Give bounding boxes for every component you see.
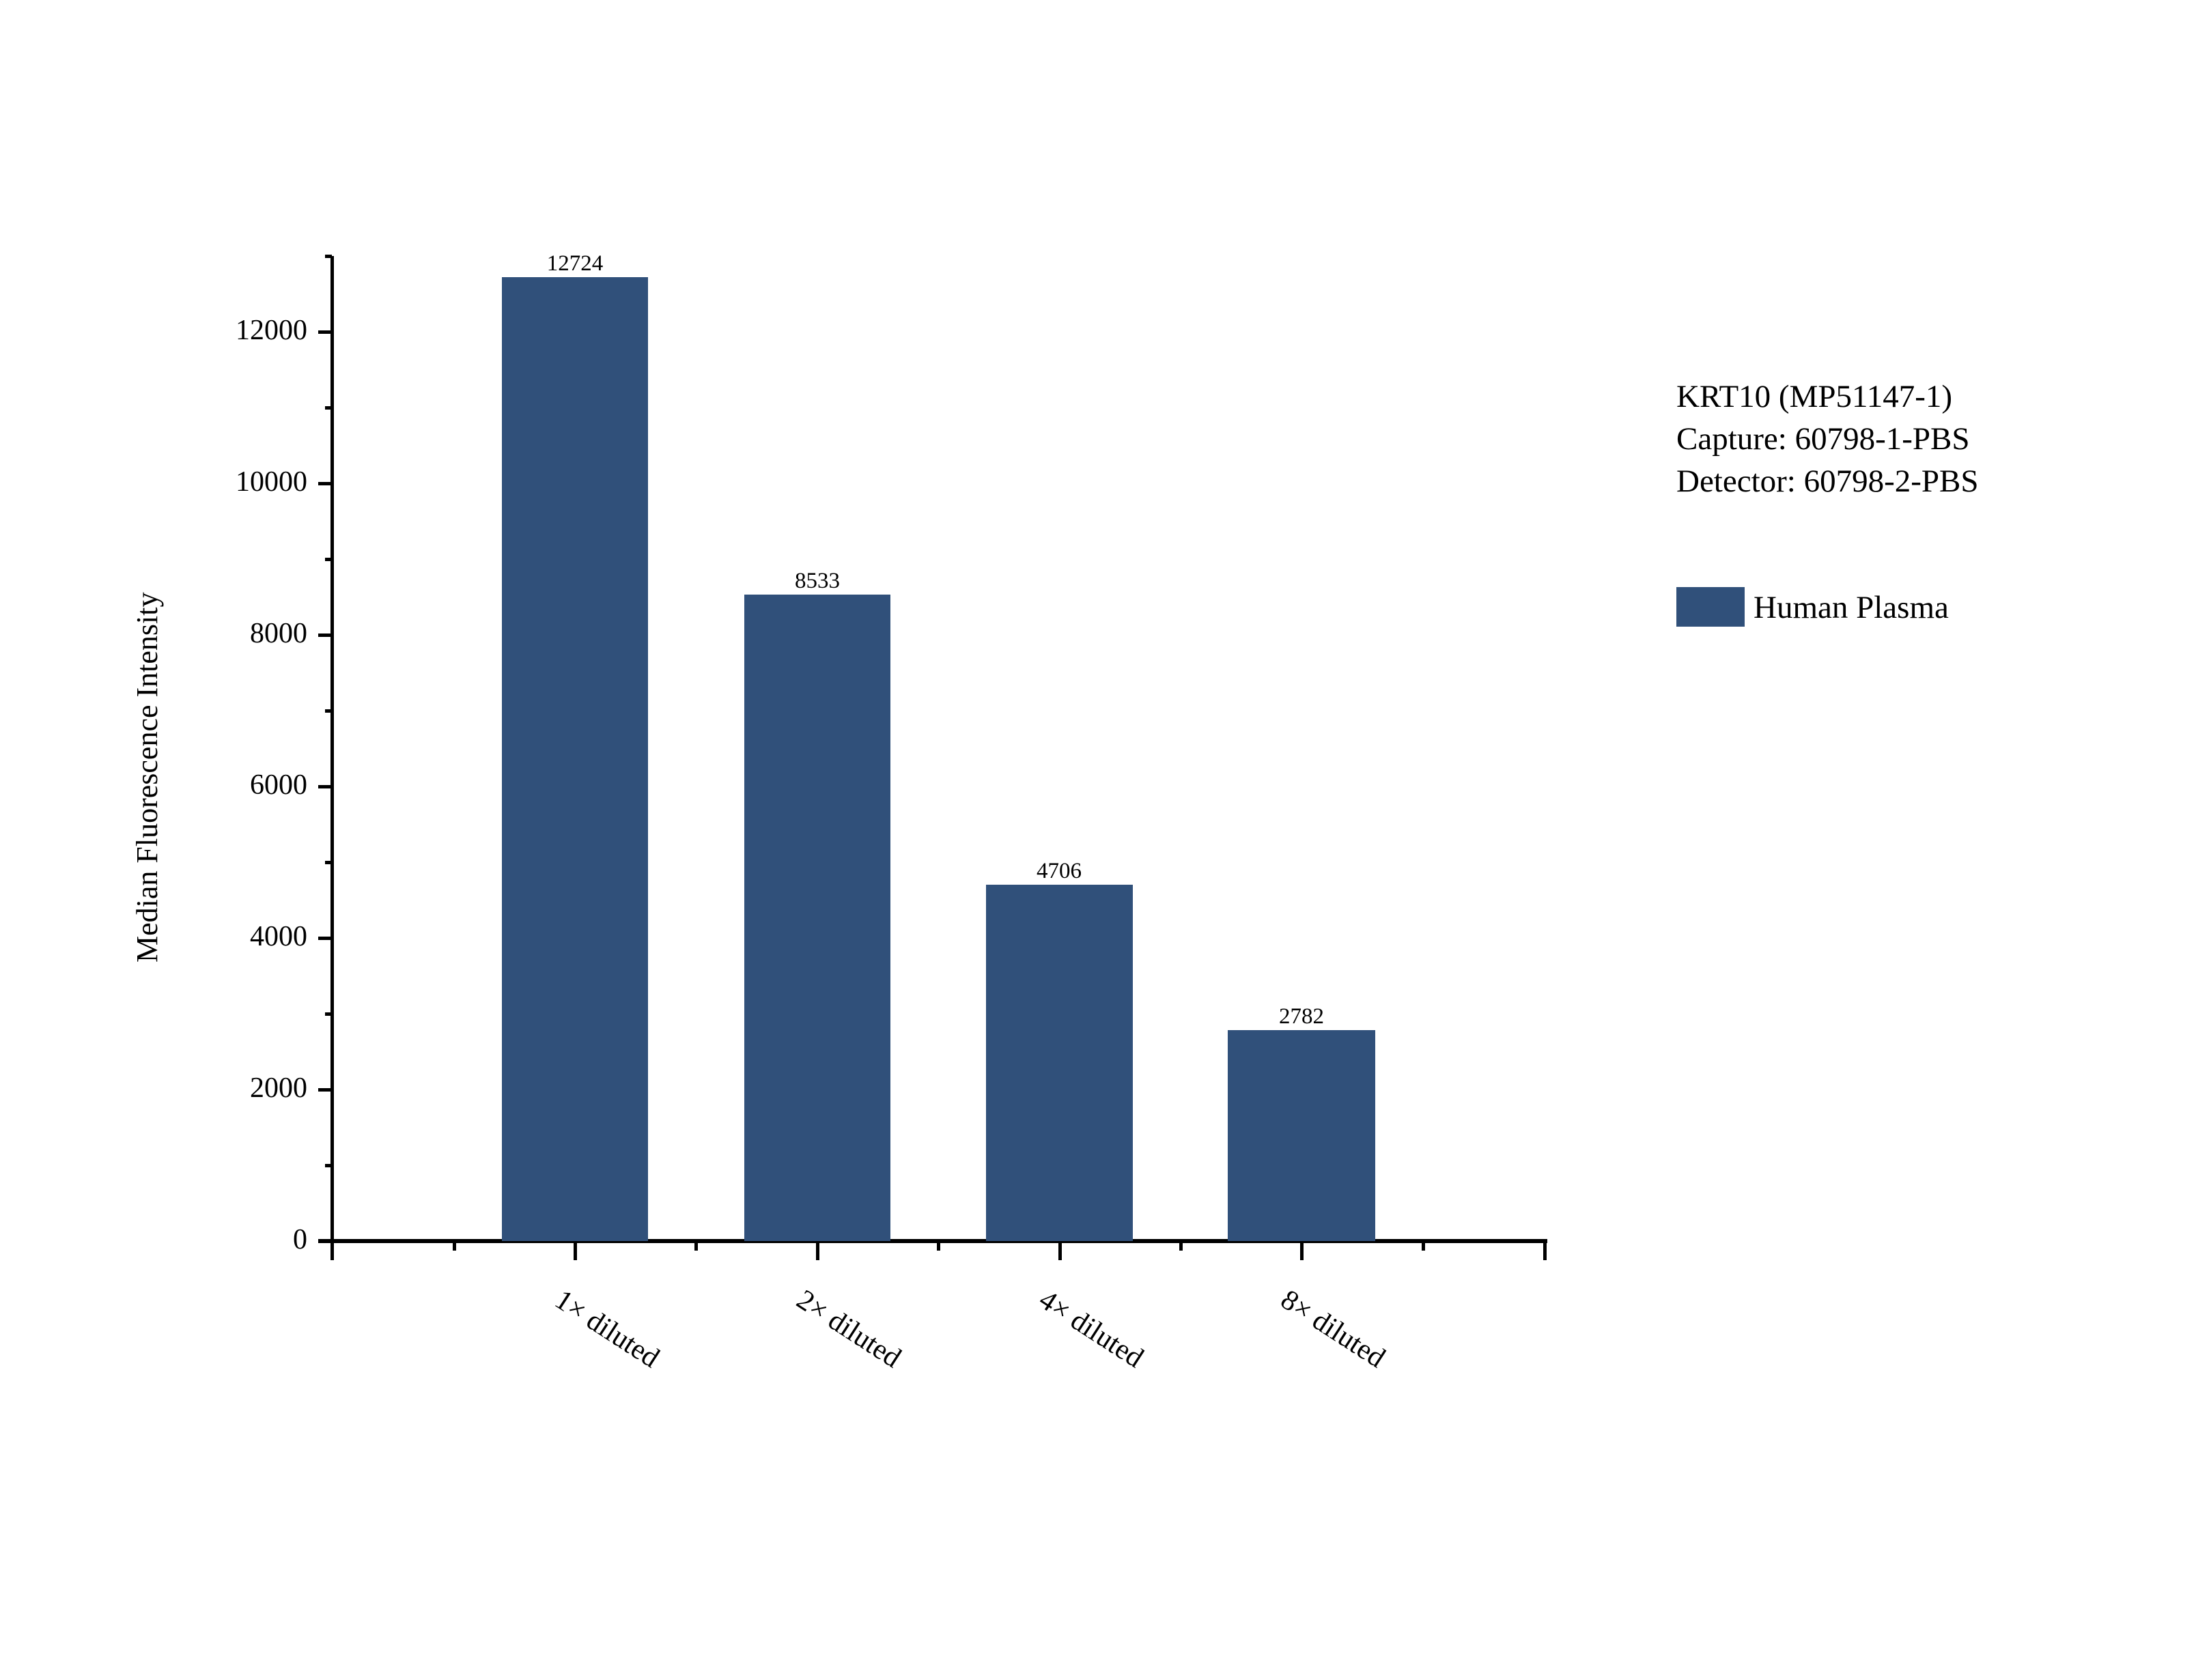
y-tick-label: 0 — [293, 1224, 307, 1255]
x-tick-minor — [694, 1241, 698, 1251]
y-tick-label: 6000 — [250, 769, 307, 801]
legend-swatch — [1676, 587, 1745, 627]
x-axis-line — [318, 1239, 1547, 1243]
y-tick-minor — [325, 709, 332, 713]
x-category-label: 2× diluted — [791, 1283, 907, 1375]
y-tick-minor — [325, 406, 332, 410]
y-axis-line — [330, 256, 334, 1243]
x-tick-minor — [453, 1241, 456, 1251]
bar-1x-diluted — [502, 277, 648, 1241]
y-tick-minor — [325, 861, 332, 864]
y-tick-minor — [325, 1164, 332, 1167]
y-tick — [318, 785, 332, 788]
chart-info: KRT10 (MP51147-1) Capture: 60798-1-PBS D… — [1676, 375, 1979, 502]
y-tick — [318, 1240, 332, 1243]
x-category-label: 4× diluted — [1033, 1283, 1149, 1375]
bar-value-label: 8533 — [795, 569, 840, 593]
legend-label: Human Plasma — [1754, 590, 1949, 625]
chart-title: KRT10 (MP51147-1) — [1676, 379, 1953, 414]
detector-label: Detector: 60798-2-PBS — [1676, 464, 1979, 499]
bar-value-label: 12724 — [546, 251, 604, 276]
x-tick — [816, 1241, 819, 1260]
x-tick — [1543, 1241, 1547, 1260]
x-tick — [1300, 1241, 1304, 1260]
y-tick — [318, 330, 332, 334]
x-tick-minor — [1179, 1241, 1183, 1251]
y-tick-minor — [325, 1012, 332, 1016]
x-tick — [574, 1241, 577, 1260]
y-tick-label: 4000 — [250, 921, 307, 952]
y-tick-minor — [325, 558, 332, 561]
x-category-label: 1× diluted — [549, 1283, 665, 1375]
bar-value-label: 4706 — [1037, 859, 1082, 883]
y-tick — [318, 482, 332, 485]
y-axis-title: Median Fluorescence Intensity — [130, 592, 164, 963]
y-tick-label: 2000 — [250, 1072, 307, 1104]
y-tick — [318, 1088, 332, 1092]
bar-value-label: 2782 — [1279, 1004, 1324, 1029]
y-tick-minor — [325, 255, 332, 258]
y-tick-label: 12000 — [236, 315, 307, 346]
y-tick — [318, 937, 332, 940]
x-tick-minor — [1422, 1241, 1425, 1251]
x-category-label: 8× diluted — [1275, 1283, 1391, 1375]
y-tick — [318, 633, 332, 637]
x-tick-minor — [937, 1241, 940, 1251]
bar-2x-diluted — [744, 595, 890, 1241]
bar-8x-diluted — [1228, 1030, 1375, 1241]
x-tick — [330, 1241, 334, 1260]
y-tick-label: 10000 — [236, 466, 307, 498]
bar-4x-diluted — [986, 885, 1133, 1241]
y-tick-label: 8000 — [250, 618, 307, 649]
x-tick — [1058, 1241, 1062, 1260]
capture-label: Capture: 60798-1-PBS — [1676, 421, 1970, 457]
